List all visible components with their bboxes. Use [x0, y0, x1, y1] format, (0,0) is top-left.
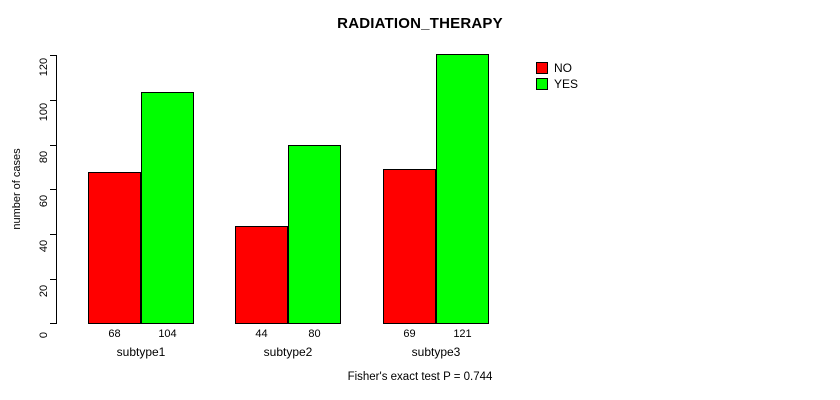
y-axis-line: [56, 55, 57, 324]
y-tick-label-40: 40: [38, 239, 50, 253]
group-label-subtype2: subtype2: [263, 345, 313, 359]
y-tick-label-80: 80: [38, 150, 50, 164]
bar-value-subtype2-yes: 80: [308, 328, 321, 340]
legend-item-no: NO: [536, 60, 578, 76]
legend-item-yes: YES: [536, 76, 578, 92]
bar-subtype2-yes: [288, 145, 341, 324]
chart-title: RADIATION_THERAPY: [337, 15, 503, 32]
y-tick-100: [50, 100, 56, 101]
y-tick-label-0: 0: [38, 331, 50, 339]
y-axis-label: number of cases: [11, 148, 23, 230]
bar-value-subtype1-no: 68: [108, 328, 121, 340]
y-tick-label-60: 60: [38, 194, 50, 208]
bar-subtype2-no: [235, 226, 288, 324]
statistical-test-annotation: Fisher's exact test P = 0.744: [347, 371, 493, 383]
chart-legend: NO YES: [536, 60, 578, 92]
bar-value-subtype2-no: 44: [255, 328, 268, 340]
y-tick-label-100: 100: [38, 102, 50, 122]
legend-swatch-yes: [536, 78, 548, 90]
legend-label-no: NO: [554, 61, 572, 75]
legend-swatch-no: [536, 62, 548, 74]
y-tick-40: [50, 234, 56, 235]
bar-subtype3-yes: [436, 54, 489, 324]
bar-value-subtype3-yes: 121: [453, 328, 472, 340]
y-tick-label-120: 120: [38, 57, 50, 77]
y-tick-80: [50, 145, 56, 146]
bar-subtype1-no: [88, 172, 141, 324]
bar-value-subtype1-yes: 104: [158, 328, 177, 340]
legend-label-yes: YES: [554, 77, 579, 91]
y-tick-60: [50, 189, 56, 190]
bar-value-subtype3-no: 69: [403, 328, 416, 340]
bar-subtype1-yes: [141, 92, 194, 324]
group-label-subtype1: subtype1: [116, 345, 166, 359]
bar-subtype3-no: [383, 169, 436, 324]
group-label-subtype3: subtype3: [411, 345, 461, 359]
y-tick-20: [50, 279, 56, 280]
y-tick-120: [50, 55, 56, 56]
y-tick-label-20: 20: [38, 284, 50, 298]
y-tick-0: [50, 323, 56, 324]
